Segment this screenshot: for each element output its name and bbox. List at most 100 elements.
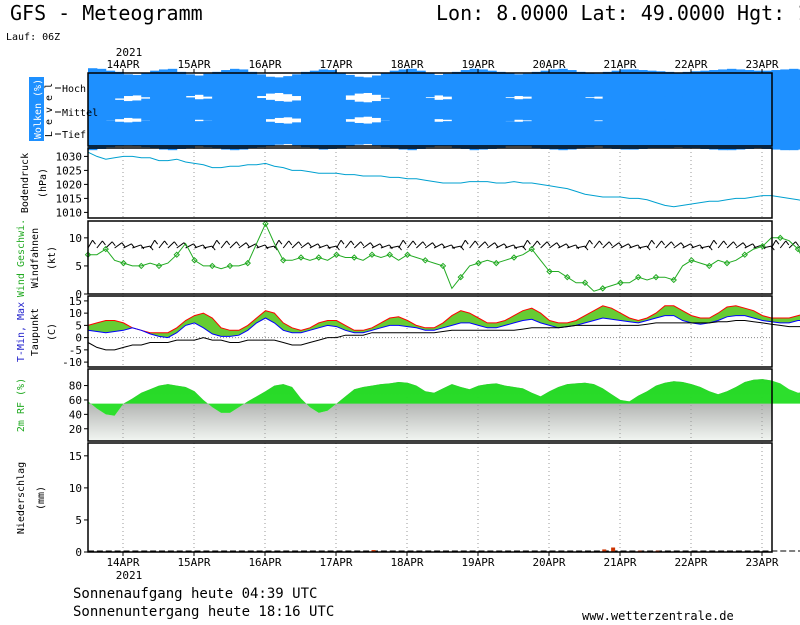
wind-barb xyxy=(185,243,194,249)
cloud-cell xyxy=(398,118,408,150)
cloud-cell xyxy=(789,68,799,102)
cloud-cell xyxy=(336,97,346,122)
cloud-cell xyxy=(718,69,728,101)
wind-point xyxy=(723,259,731,267)
cloud-cell xyxy=(576,119,586,149)
cloud-cell xyxy=(673,97,684,122)
wind-barb xyxy=(149,239,156,249)
precip-bar xyxy=(611,547,616,552)
wind-ytick-label: 5 xyxy=(75,260,82,273)
wind-barb-feather xyxy=(140,244,145,250)
cloud-level-label: Mittel xyxy=(62,108,98,119)
xtick-label-bottom: 22APR xyxy=(674,556,707,569)
cloud-cell xyxy=(265,76,275,94)
cloud-cell xyxy=(327,70,337,101)
wind-ytick-label: 0 xyxy=(75,288,82,301)
cloud-cell xyxy=(478,94,488,125)
cloud-cell xyxy=(434,121,444,146)
wind-barb xyxy=(300,242,309,249)
cloud-cell xyxy=(212,71,222,99)
wind-ylabel2: Windfahnen xyxy=(30,228,41,288)
wind-point xyxy=(439,262,447,270)
wind-barb xyxy=(513,245,523,249)
cloud-cell xyxy=(744,70,755,101)
wind-barb xyxy=(265,245,275,249)
wind-point xyxy=(706,262,713,270)
cloud-cell xyxy=(469,117,479,151)
cloud-cell xyxy=(602,71,613,99)
cloud-cell xyxy=(656,119,666,149)
cloud-cell xyxy=(194,75,204,95)
wind-barb-feather xyxy=(494,242,499,248)
temperature-ylabel2: Taupunkt xyxy=(30,308,41,356)
cloud-cell xyxy=(88,117,98,151)
wind-barb-feather xyxy=(111,241,116,247)
cloud-cell xyxy=(593,73,604,97)
cloud-cell xyxy=(727,93,737,126)
cloud-cell xyxy=(105,70,116,100)
wind-barb-feather xyxy=(661,240,665,246)
cloud-cell xyxy=(629,69,639,101)
precip-bar xyxy=(371,550,376,552)
precip-bar xyxy=(602,549,607,552)
cloud-cell xyxy=(735,69,746,101)
wind-barb xyxy=(487,242,495,249)
cloud-cell xyxy=(443,73,453,97)
wind-barb xyxy=(96,240,103,249)
wind-point xyxy=(226,262,234,270)
cloud-cell xyxy=(700,118,710,149)
wind-barb-feather xyxy=(526,239,531,245)
wind-barb-feather xyxy=(733,241,737,247)
cloud-cell xyxy=(514,99,524,120)
wind-frame xyxy=(87,220,773,295)
cloud-cell xyxy=(150,96,160,123)
wind-barb xyxy=(158,240,165,249)
cloud-cell xyxy=(656,71,666,100)
cloud-level-axis-label: L e v e l xyxy=(44,83,55,137)
year-label-top: 2021 xyxy=(116,46,143,59)
wind-barb xyxy=(504,244,514,249)
wind-point xyxy=(120,259,127,267)
wind-barb-feather xyxy=(713,239,718,245)
wind-barb xyxy=(558,243,567,249)
wind-barb xyxy=(460,239,466,249)
cloud-cell xyxy=(185,74,195,97)
temperature-ytick-label: 10 xyxy=(69,307,82,320)
cloud-cell xyxy=(771,70,781,101)
pressure-frame xyxy=(87,147,773,219)
cloud-cell xyxy=(167,68,178,102)
cloud-cell xyxy=(301,71,311,99)
wind-barb-feather xyxy=(742,242,747,248)
cloud-cell xyxy=(718,94,728,125)
wind-point xyxy=(386,251,393,258)
wind-barb-feather xyxy=(278,239,283,245)
cloud-cell xyxy=(443,99,453,120)
cloud-cell xyxy=(230,93,240,126)
wind-barb xyxy=(576,245,586,249)
wind-barb-feather xyxy=(388,244,393,250)
wind-point xyxy=(599,285,606,292)
site-link[interactable]: www.wetterzentrale.de xyxy=(582,609,734,623)
cloud-cell xyxy=(443,121,453,147)
precipitation-ytick-label: 10 xyxy=(69,482,82,495)
wind-barb-feather xyxy=(92,239,96,245)
cloud-cell xyxy=(283,101,293,118)
cloud-cell xyxy=(522,98,533,121)
wind-barb xyxy=(602,241,610,249)
cloud-cell xyxy=(540,95,550,124)
wind-barb xyxy=(691,244,701,249)
cloud-cell xyxy=(567,70,577,101)
cloud-cell xyxy=(309,70,320,100)
cloud-cell xyxy=(629,118,639,150)
wind-barb xyxy=(620,243,629,249)
wind-barb-feather xyxy=(432,242,436,248)
wind-barb-feather xyxy=(102,240,106,246)
location-readout: Lon: 8.0000 Lat: 49.0000 Hgt: 18 xyxy=(436,1,800,25)
cloud-cell xyxy=(514,74,524,97)
wind-barb-feather xyxy=(402,239,407,245)
wind-barb-feather xyxy=(513,244,517,250)
cloud-cell xyxy=(230,117,240,151)
xtick-label-bottom: 14APR xyxy=(106,556,139,569)
cloud-cell xyxy=(407,68,417,102)
cloud-cell xyxy=(203,73,213,97)
